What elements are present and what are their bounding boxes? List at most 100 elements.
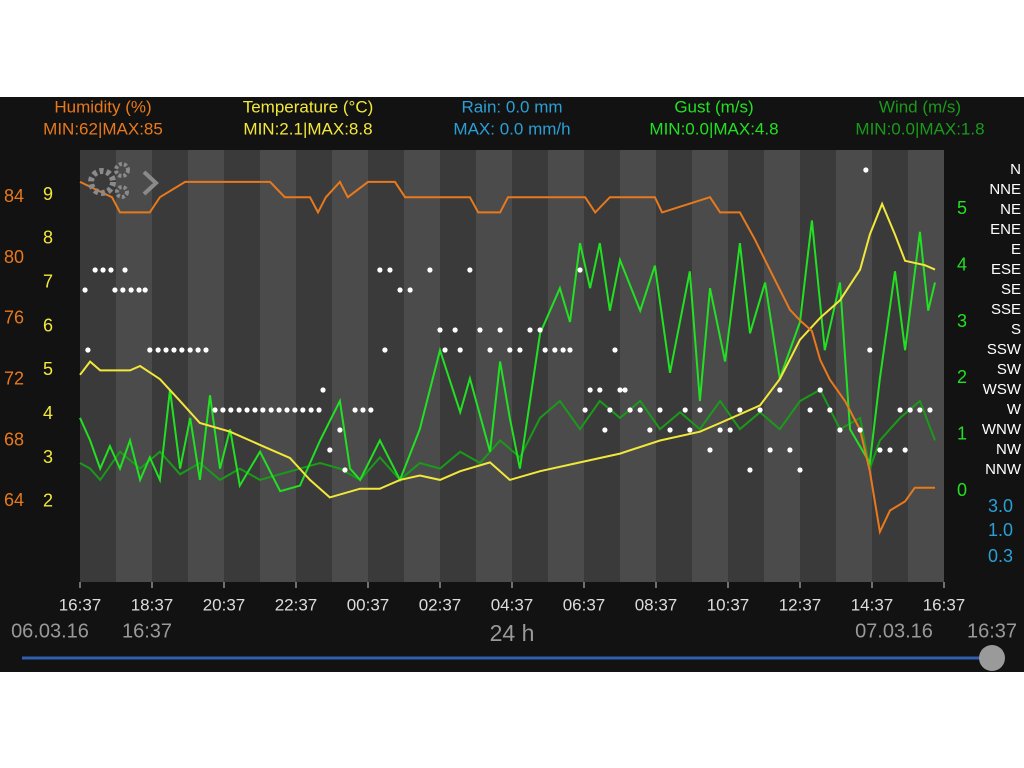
direction-dot: [707, 447, 713, 453]
direction-dot: [827, 407, 833, 413]
x-tick-label: 04:37: [491, 595, 534, 614]
direction-dot: [777, 387, 783, 393]
direction-tick-label: NNE: [989, 181, 1021, 198]
direction-dot: [597, 387, 603, 393]
direction-dot: [887, 447, 893, 453]
direction-dot: [142, 287, 148, 293]
direction-dot: [112, 287, 118, 293]
x-tick-label: 10:37: [707, 595, 750, 614]
direction-dot: [387, 267, 393, 273]
legend-summary: MAX: 0.0 mm/h: [453, 119, 570, 138]
direction-dot: [382, 347, 388, 353]
direction-dot: [682, 407, 688, 413]
legend-name: Rain: 0.0 mm: [461, 97, 562, 116]
y-tick-label: 76: [4, 308, 24, 328]
direction-dot: [171, 347, 177, 353]
hour-stripe: [908, 150, 944, 582]
hour-stripe: [512, 150, 548, 582]
legend-name: Humidity (%): [54, 97, 151, 116]
y-tick-label: 6: [43, 315, 53, 335]
direction-tick-label: ESE: [991, 261, 1021, 278]
direction-dot: [907, 407, 913, 413]
y2-tick-label: 0: [957, 480, 967, 500]
direction-dot: [155, 347, 161, 353]
x-tick-label: 22:37: [275, 595, 318, 614]
direction-tick-label: NE: [1000, 201, 1021, 218]
direction-dot: [602, 427, 608, 433]
direction-dot: [647, 427, 653, 433]
direction-dot: [667, 427, 673, 433]
direction-dot: [863, 167, 869, 173]
direction-dot: [477, 327, 483, 333]
direction-dot: [877, 447, 883, 453]
hour-stripe: [476, 150, 512, 582]
direction-dot: [147, 347, 153, 353]
direction-dot: [507, 347, 513, 353]
y-tick-label: 64: [4, 490, 24, 510]
y2-tick-label: 2: [957, 367, 967, 387]
direction-dot: [552, 347, 558, 353]
time-span: 24 h: [490, 620, 535, 646]
y-tick-label: 7: [43, 272, 53, 292]
legend-summary: MIN:0.0|MAX:4.8: [649, 119, 778, 138]
direction-dot: [807, 407, 813, 413]
direction-dot: [316, 407, 322, 413]
direction-dot: [897, 407, 903, 413]
hour-stripe: [368, 150, 404, 582]
direction-dot: [560, 347, 566, 353]
time-slider-knob[interactable]: [979, 645, 1005, 671]
direction-dot: [128, 287, 134, 293]
direction-dot: [337, 427, 343, 433]
direction-tick-label: NNW: [985, 461, 1022, 478]
y-tick-label: 5: [43, 359, 53, 379]
y-tick-label: 84: [4, 186, 24, 206]
legend-name: Wind (m/s): [879, 97, 961, 116]
direction-dot: [220, 407, 226, 413]
end-time: 16:37: [967, 620, 1017, 642]
plot: [79, 167, 936, 536]
direction-dot: [607, 407, 613, 413]
y-tick-label: 4: [43, 403, 53, 423]
direction-dot: [300, 407, 306, 413]
direction-dot: [92, 267, 98, 273]
y-tick-label: 9: [43, 184, 53, 204]
direction-dot: [567, 347, 573, 353]
direction-dot: [342, 467, 348, 473]
legend-summary: MIN:0.0|MAX:1.8: [855, 119, 984, 138]
direction-dot: [82, 287, 88, 293]
direction-dot: [687, 427, 693, 433]
settings-icon[interactable]: [88, 162, 159, 199]
direction-dot: [537, 327, 543, 333]
x-tick-label: 02:37: [419, 595, 462, 614]
direction-tick-label: WNW: [982, 421, 1022, 438]
direction-dot: [100, 267, 106, 273]
x-tick-label: 06:37: [563, 595, 606, 614]
direction-dot: [85, 347, 91, 353]
hour-stripe: [404, 150, 440, 582]
x-tick-label: 18:37: [131, 595, 174, 614]
direction-dot: [902, 447, 908, 453]
direction-dot: [697, 407, 703, 413]
hour-stripe: [332, 150, 368, 582]
direction-dot: [203, 347, 209, 353]
direction-tick-label: ENE: [990, 221, 1021, 238]
legend-summary: MIN:2.1|MAX:8.8: [243, 119, 372, 138]
direction-tick-label: SE: [1001, 281, 1021, 298]
direction-tick-label: W: [1007, 401, 1022, 418]
hour-stripe: [116, 150, 152, 582]
direction-dot: [837, 427, 843, 433]
direction-dot: [517, 347, 523, 353]
direction-dot: [136, 287, 142, 293]
direction-dot: [622, 387, 628, 393]
series-line: [79, 180, 935, 536]
y2-tick-label: 4: [957, 254, 967, 274]
direction-dot: [577, 267, 583, 273]
direction-dot: [612, 347, 618, 353]
rain-tick-label: 1.0: [988, 520, 1013, 540]
direction-dot: [857, 427, 863, 433]
direction-dot: [757, 407, 763, 413]
series-line: [79, 388, 936, 482]
hour-stripe: [548, 150, 584, 582]
direction-dot: [276, 407, 282, 413]
